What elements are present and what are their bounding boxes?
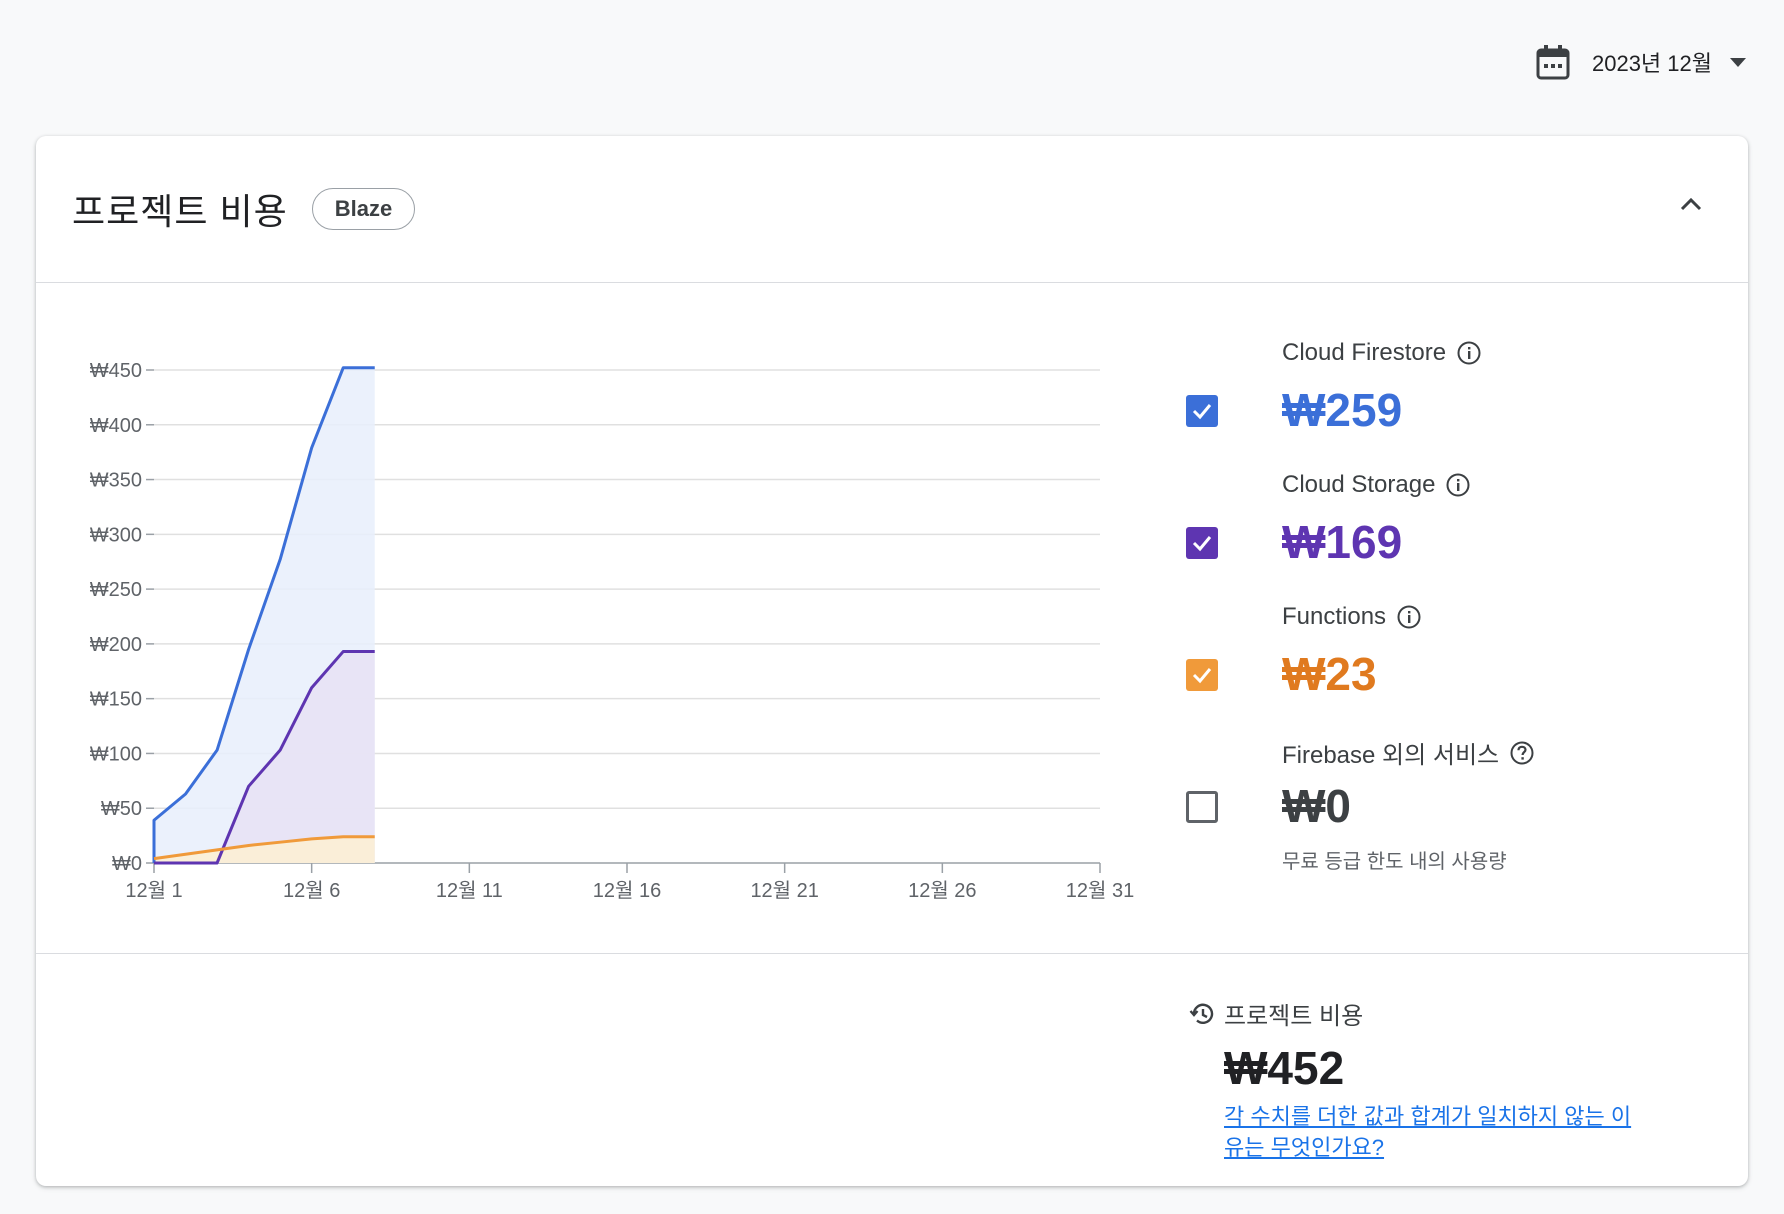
info-icon[interactable] [1445, 472, 1471, 498]
legend-item-name: Functions [1282, 603, 1422, 631]
checkbox-cloud-storage[interactable] [1186, 527, 1218, 559]
x-tick-label: 12월 21 [750, 879, 818, 902]
checkbox-cloud-firestore[interactable] [1186, 395, 1218, 427]
total-block: 프로젝트 비용 ₩452 각 수치를 더한 값과 합계가 일치하지 않는 이유는… [1189, 996, 1644, 1163]
x-tick-label: 12월 11 [436, 879, 503, 902]
y-tick-label: ₩400 [90, 415, 142, 437]
series-line-0 [152, 366, 375, 863]
legend-value: ₩259 [1282, 384, 1403, 436]
legend-item-cloud-storage: Cloud Storage ₩169 [1186, 471, 1706, 603]
check-icon [1192, 668, 1212, 684]
card-header: 프로젝트 비용 Blaze [36, 136, 1748, 283]
legend-item-non-firebase: Firebase 외의 서비스 ₩0 무료 등급 한도 내의 사용량 [1186, 735, 1706, 873]
legend-item-functions: Functions ₩23 [1186, 603, 1706, 735]
legend-value: ₩169 [1282, 516, 1403, 568]
legend-name-text: Firebase 외의 서비스 [1282, 742, 1500, 769]
info-icon[interactable] [1396, 604, 1422, 630]
legend-item-cloud-firestore: Cloud Firestore ₩259 [1186, 339, 1706, 471]
card-title: 프로젝트 비용 [72, 191, 288, 232]
x-tick-label: 12월 6 [283, 879, 340, 902]
y-tick-label: ₩350 [90, 470, 142, 492]
chevron-up-icon[interactable] [1676, 190, 1706, 220]
card-body: ₩0 ₩50 ₩100 ₩150 ₩200 ₩250 ₩300 ₩350 ₩400 ₩450 12월… [36, 283, 1748, 954]
total-mismatch-help-link[interactable]: 각 수치를 더한 값과 합계가 일치하지 않는 이유는 무엇인가요? [1224, 1104, 1632, 1160]
x-tick-label: 12월 1 [125, 879, 182, 902]
plan-badge: Blaze [311, 188, 416, 230]
total-label-text: 프로젝트 비용 [1224, 1003, 1364, 1030]
legend-item-name: Cloud Firestore [1282, 339, 1482, 367]
total-label: 프로젝트 비용 [1188, 996, 1644, 1031]
legend-name-text: Cloud Storage [1282, 471, 1436, 498]
legend-subtitle: 무료 등급 한도 내의 사용량 [1282, 851, 1507, 873]
project-cost-card: 프로젝트 비용 Blaze ₩0 ₩50 ₩100 ₩150 ₩200 ₩250 ₩300 ₩… [36, 136, 1748, 1186]
series-area-2 [154, 836, 375, 863]
caret-down-icon [1730, 57, 1746, 67]
y-tick-label: ₩0 [112, 853, 142, 875]
calendar-icon [1536, 45, 1570, 80]
series-line-1 [154, 650, 375, 865]
series-line-2 [153, 835, 375, 861]
x-tick-label: 12월 31 [1066, 879, 1134, 902]
checkbox-functions[interactable] [1186, 659, 1218, 691]
y-tick-label: ₩200 [90, 634, 142, 656]
legend-item-name: Firebase 외의 서비스 [1282, 735, 1535, 770]
info-icon[interactable] [1456, 340, 1482, 366]
legend-name-text: Cloud Firestore [1282, 339, 1447, 366]
legend-name-text: Functions [1282, 603, 1387, 630]
y-tick-label: ₩250 [90, 579, 142, 601]
series-area-1 [154, 651, 375, 863]
legend-item-name: Cloud Storage [1282, 471, 1471, 499]
legend-value: ₩23 [1282, 648, 1377, 700]
check-icon [1192, 536, 1212, 552]
x-tick-label: 12월 26 [908, 879, 976, 902]
check-icon [1192, 404, 1212, 420]
date-selector-label: 2023년 12월 [1591, 51, 1712, 76]
total-value: ₩452 [1224, 1042, 1345, 1094]
cost-chart: ₩0 ₩50 ₩100 ₩150 ₩200 ₩250 ₩300 ₩350 ₩400 ₩450 12월… [90, 360, 1134, 902]
help-icon[interactable] [1509, 740, 1535, 766]
x-tick-label: 12월 16 [593, 879, 661, 902]
legend-value: ₩0 [1282, 780, 1351, 832]
card-footer: 프로젝트 비용 ₩452 각 수치를 더한 값과 합계가 일치하지 않는 이유는… [36, 954, 1748, 1187]
y-tick-label: ₩150 [90, 689, 142, 711]
y-tick-label: ₩450 [90, 360, 142, 382]
y-tick-label: ₩50 [101, 798, 142, 820]
y-tick-label: ₩100 [90, 743, 142, 765]
legend: Cloud Firestore ₩259 Cloud Storage [1186, 339, 1706, 873]
checkbox-non-firebase[interactable] [1186, 791, 1218, 823]
date-selector[interactable]: 2023년 12월 [1536, 44, 1746, 80]
history-icon [1189, 1003, 1214, 1024]
y-tick-label: ₩300 [90, 524, 142, 546]
